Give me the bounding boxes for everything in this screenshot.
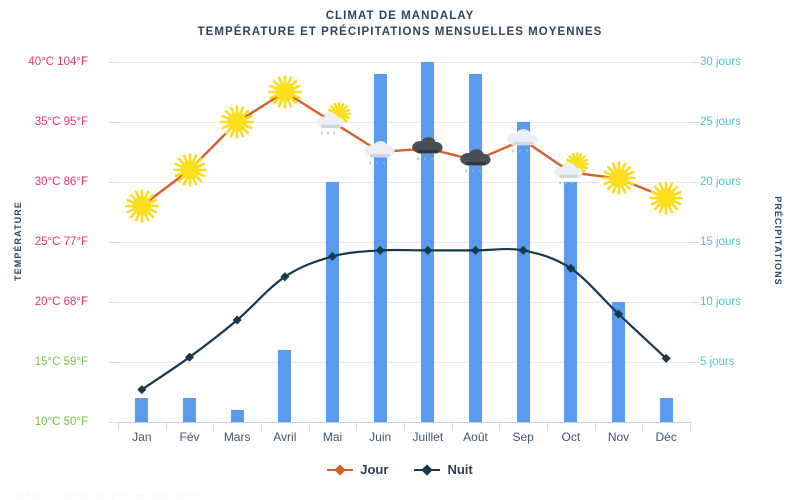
temperature-tick-mark (109, 62, 118, 63)
precipitation-tick-label: 30 jours (700, 56, 741, 68)
gridline (118, 242, 690, 243)
month-label-jan: Jan (132, 430, 152, 444)
month-label-oct: Oct (561, 430, 581, 444)
temperature-tick-mark (109, 302, 118, 303)
temperature-tick-label: 10°C 50°F (34, 416, 88, 428)
plot-area (118, 62, 690, 423)
precipitation-tick-label: 25 jours (700, 116, 741, 128)
sun-icon (599, 158, 639, 198)
month-tick-mark (165, 422, 167, 431)
month-tick-mark (213, 422, 215, 431)
precipitation-tick-label: 20 jours (700, 176, 741, 188)
month-tick-mark (594, 422, 596, 431)
rain-sun-icon (313, 102, 353, 142)
month-label-fév: Fév (179, 430, 200, 444)
precipitation-tick-mark (690, 182, 699, 183)
chart-legend: Jour Nuit (0, 462, 800, 477)
legend-item-jour[interactable]: Jour (327, 462, 388, 477)
month-label-déc: Déc (655, 430, 677, 444)
month-tick-mark (499, 422, 501, 431)
footer-text: meteo — climat moyennes mensuelles (18, 493, 207, 500)
precipitation-bar (469, 74, 482, 422)
month-tick-mark (642, 422, 644, 431)
precipitation-bar (564, 182, 578, 422)
sun-icon (170, 150, 210, 190)
chart-title-primary: CLIMAT DE MANDALAY (325, 10, 475, 22)
gridline (118, 302, 690, 303)
temperature-tick-label: 35°C 95°F (34, 116, 88, 128)
month-tick-mark (308, 422, 310, 431)
month-label-mai: Mai (322, 430, 343, 444)
temperature-tick-mark (109, 122, 118, 123)
precipitation-bar (183, 398, 196, 422)
sun-icon (217, 102, 257, 142)
precipitation-tick-label: 5 jours (700, 356, 735, 368)
precipitation-bar (421, 62, 435, 422)
month-label-juin: Juin (369, 430, 392, 444)
precipitation-tick-mark (690, 62, 699, 63)
temperature-tick-label: 30°C 86°F (34, 176, 88, 188)
rain-heavy-icon (456, 140, 496, 180)
temperature-tick-label: 25°C 77°F (34, 236, 88, 248)
sun-icon (122, 186, 162, 226)
gridline (118, 62, 690, 63)
month-label-mars: Mars (223, 430, 251, 444)
month-tick-mark (690, 422, 691, 431)
precipitation-tick-mark (690, 122, 699, 123)
month-label-juillet: Juillet (412, 430, 444, 444)
rain-light-icon (503, 120, 543, 160)
precipitation-axis-title: PRÉCIPITATIONS (773, 196, 783, 286)
month-label-août: Août (463, 430, 488, 444)
month-tick-mark (451, 422, 453, 431)
month-tick-mark (118, 422, 119, 431)
month-tick-mark (404, 422, 405, 431)
temperature-tick-label: 15°C 59°F (34, 356, 88, 368)
temperature-tick-mark (109, 362, 118, 363)
temperature-tick-label: 20°C 68°F (34, 296, 88, 308)
precipitation-bar (659, 398, 673, 422)
gridline (118, 362, 690, 363)
month-tick-mark (261, 422, 262, 431)
temperature-tick-mark (109, 422, 118, 423)
chart-title-secondary: TEMPÉRATURE ET PRÉCIPITATIONS MENSUELLES… (197, 26, 603, 38)
temperature-tick-label: 40°C 104°F (28, 56, 88, 68)
legend-item-nuit[interactable]: Nuit (414, 462, 473, 477)
footer-strip: meteo — climat moyennes mensuelles (0, 493, 800, 500)
temperature-axis-title: TEMPÉRATURE (13, 201, 23, 281)
precipitation-tick-mark (690, 362, 699, 363)
sun-icon (646, 178, 686, 218)
precipitation-tick-mark (690, 302, 699, 303)
rain-heavy-icon (408, 128, 448, 168)
month-label-sep: Sep (512, 430, 534, 444)
legend-label: Nuit (447, 462, 473, 477)
gridline (118, 122, 690, 123)
precipitation-bar (278, 350, 292, 422)
chart-title-block: CLIMAT DE MANDALAY TEMPÉRATURE ET PRÉCIP… (0, 8, 800, 40)
rain-sun-icon (551, 152, 591, 192)
legend-marker-icon (327, 463, 354, 476)
month-label-avril: Avril (273, 430, 297, 444)
month-tick-mark (356, 422, 358, 431)
precipitation-bar (373, 74, 387, 422)
precipitation-bar (135, 398, 149, 422)
legend-label: Jour (360, 462, 389, 477)
month-tick-mark (547, 422, 548, 431)
temperature-tick-mark (109, 242, 118, 243)
precipitation-bar (326, 182, 339, 422)
precipitation-tick-label: 10 jours (700, 296, 741, 308)
legend-marker-icon (414, 463, 441, 476)
precipitation-bar (230, 410, 244, 422)
precipitation-bar (612, 302, 625, 422)
precipitation-tick-label: 15 jours (700, 236, 741, 248)
sun-icon (265, 72, 305, 112)
temperature-tick-mark (109, 182, 118, 183)
month-label-nov: Nov (607, 430, 630, 444)
precipitation-tick-mark (690, 242, 699, 243)
rain-light-icon (360, 132, 400, 172)
precipitation-bar (516, 122, 530, 422)
